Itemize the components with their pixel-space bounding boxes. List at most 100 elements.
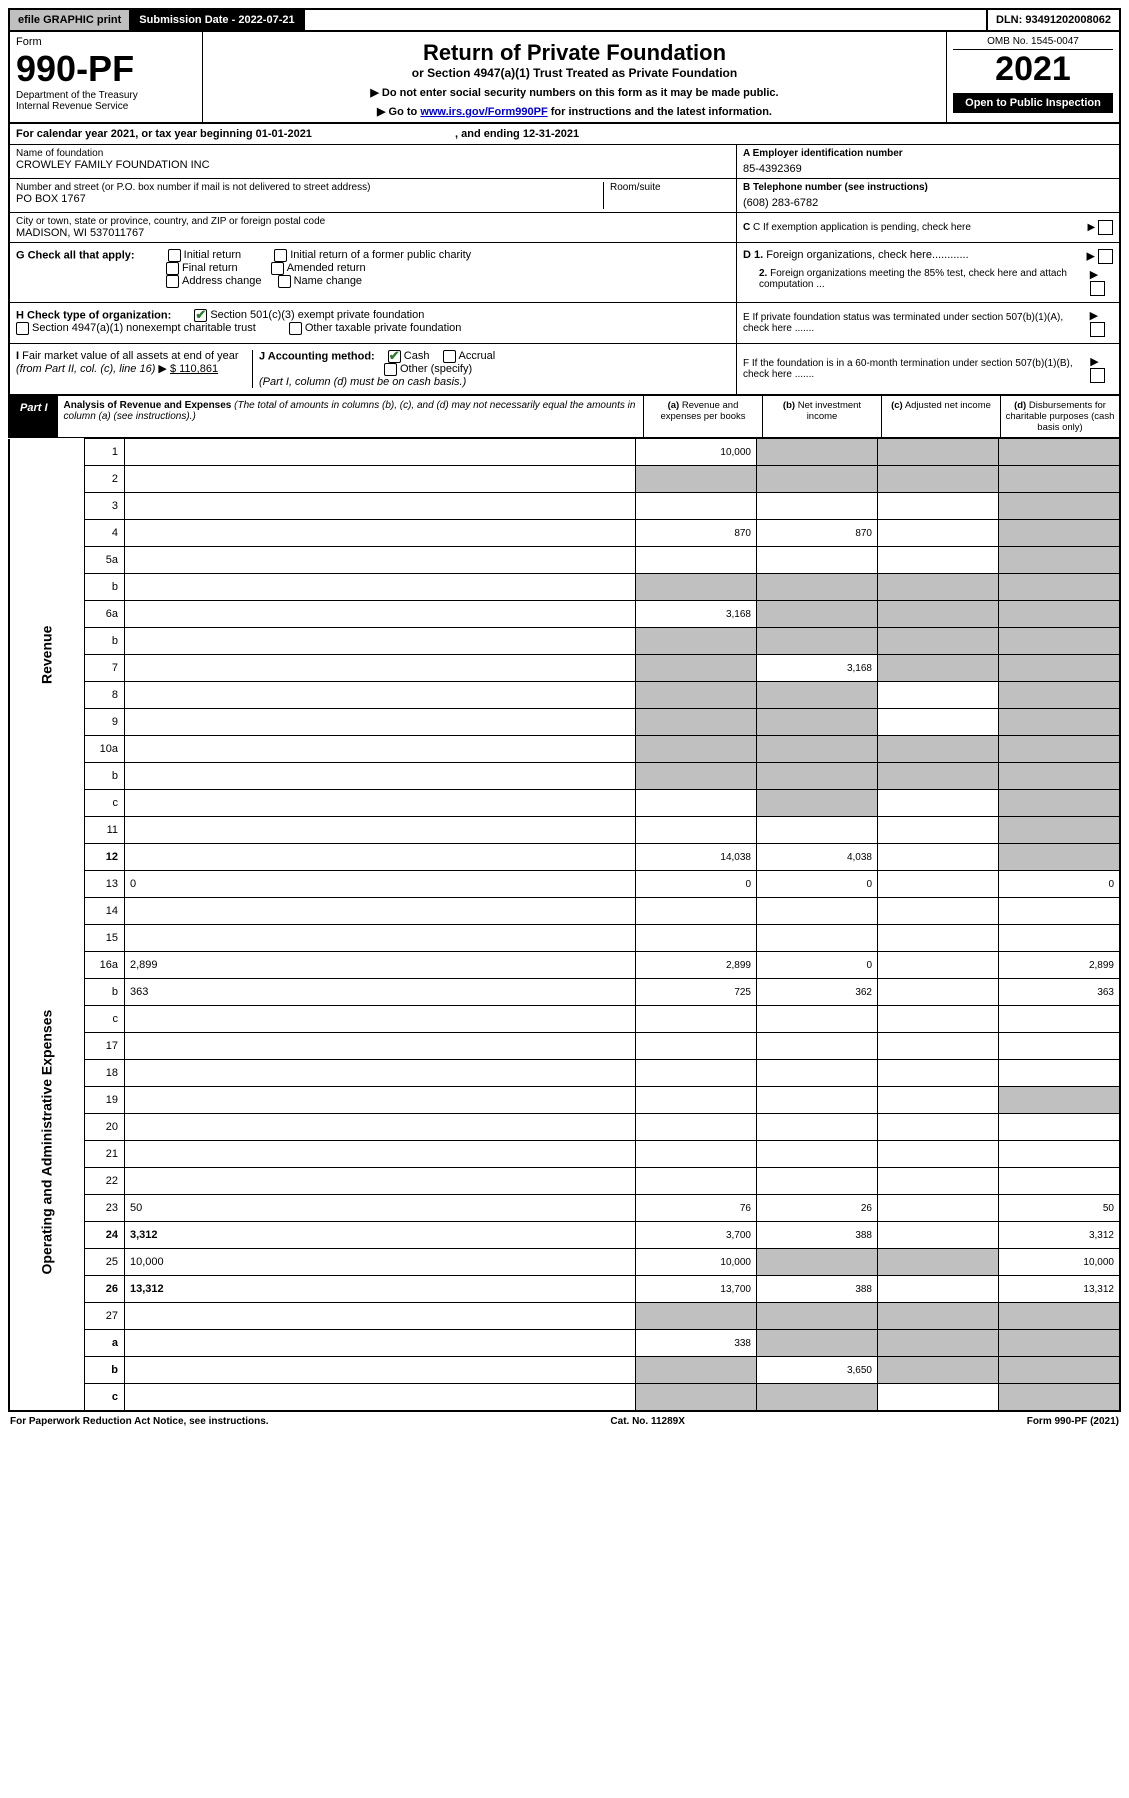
table-row: 73,168 (9, 655, 1120, 682)
amt-col-b (757, 682, 878, 709)
amt-col-a: 76 (636, 1195, 757, 1222)
amt-col-b (757, 1141, 878, 1168)
line-desc (125, 844, 636, 871)
amt-col-a (636, 763, 757, 790)
line-number: 6a (85, 601, 125, 628)
form-subtitle: or Section 4947(a)(1) Trust Treated as P… (209, 66, 940, 80)
amt-col-a (636, 1168, 757, 1195)
amt-col-c (878, 844, 999, 871)
line-desc (125, 790, 636, 817)
j-cash[interactable] (388, 350, 401, 363)
j-section: J Accounting method: Cash Accrual Other … (253, 350, 730, 388)
amt-col-a (636, 1006, 757, 1033)
h-501c3[interactable] (194, 309, 207, 322)
table-row: 15 (9, 925, 1120, 952)
foundation-name: CROWLEY FAMILY FOUNDATION INC (16, 159, 730, 171)
open-public: Open to Public Inspection (953, 93, 1113, 113)
j-other[interactable] (384, 363, 397, 376)
amt-col-c (878, 871, 999, 898)
header-left: Form 990-PF Department of the Treasury I… (10, 32, 203, 122)
header-right: OMB No. 1545-0047 2021 Open to Public In… (946, 32, 1119, 122)
part1-grid: Revenue110,0002348708705ab6a3,168b73,168… (8, 438, 1121, 1412)
amt-col-a: 2,899 (636, 952, 757, 979)
amt-col-b (757, 493, 878, 520)
street-address: PO BOX 1767 (16, 193, 603, 205)
line-desc (125, 1330, 636, 1357)
amt-col-b (757, 466, 878, 493)
line-number: 27 (85, 1303, 125, 1330)
amt-col-c (878, 952, 999, 979)
amt-col-d (999, 493, 1121, 520)
j-accrual[interactable] (443, 350, 456, 363)
f-checkbox[interactable] (1090, 368, 1105, 383)
amt-col-c (878, 1357, 999, 1384)
amt-col-a: 13,700 (636, 1276, 757, 1303)
line-number: 8 (85, 682, 125, 709)
d1-checkbox[interactable] (1098, 249, 1113, 264)
amt-col-d (999, 628, 1121, 655)
amt-col-d: 3,312 (999, 1222, 1121, 1249)
amt-col-c (878, 682, 999, 709)
fmv-value: $ 110,861 (170, 363, 218, 375)
line-desc (125, 763, 636, 790)
amt-col-c (878, 1222, 999, 1249)
d-section: D 1. Foreign organizations, check here..… (737, 243, 1119, 302)
line-desc (125, 547, 636, 574)
line-desc (125, 1384, 636, 1412)
amt-col-d (999, 466, 1121, 493)
amt-col-c (878, 1087, 999, 1114)
amt-col-d: 10,000 (999, 1249, 1121, 1276)
h-other-taxable[interactable] (289, 322, 302, 335)
page-footer: For Paperwork Reduction Act Notice, see … (8, 1412, 1121, 1431)
e-checkbox[interactable] (1090, 322, 1105, 337)
line-desc: 50 (125, 1195, 636, 1222)
side-expenses: Operating and Administrative Expenses (9, 871, 85, 1412)
efile-label: efile GRAPHIC print (10, 10, 131, 30)
line-number: a (85, 1330, 125, 1357)
amt-col-a (636, 1060, 757, 1087)
amt-col-a (636, 736, 757, 763)
table-row: 2613,31213,70038813,312 (9, 1276, 1120, 1303)
city-state-zip: MADISON, WI 537011767 (16, 227, 730, 239)
amt-col-d (999, 925, 1121, 952)
g-initial-return[interactable] (168, 249, 181, 262)
c-checkbox[interactable] (1098, 220, 1113, 235)
amt-col-a (636, 547, 757, 574)
ij-f-row: I Fair market value of all assets at end… (8, 344, 1121, 396)
amt-col-d (999, 547, 1121, 574)
amt-col-a (636, 1033, 757, 1060)
d2-checkbox[interactable] (1090, 281, 1105, 296)
table-row: 5a (9, 547, 1120, 574)
form990pf-link[interactable]: www.irs.gov/Form990PF (420, 106, 547, 118)
name-ein-row: Name of foundation CROWLEY FAMILY FOUNDA… (8, 145, 1121, 179)
table-row: 8 (9, 682, 1120, 709)
amt-col-d (999, 1330, 1121, 1357)
amt-col-a: 3,700 (636, 1222, 757, 1249)
amt-col-a (636, 655, 757, 682)
h-4947a1[interactable] (16, 322, 29, 335)
city-c-row: City or town, state or province, country… (8, 213, 1121, 243)
line-number: b (85, 574, 125, 601)
amt-col-c (878, 1330, 999, 1357)
g-initial-former[interactable] (274, 249, 287, 262)
amt-col-b (757, 1033, 878, 1060)
amt-col-d (999, 1168, 1121, 1195)
amt-col-a (636, 925, 757, 952)
submission-date: Submission Date - 2022-07-21 (131, 10, 304, 30)
table-row: 21 (9, 1141, 1120, 1168)
g-name-change[interactable] (278, 275, 291, 288)
g-final-return[interactable] (166, 262, 179, 275)
amt-col-a: 14,038 (636, 844, 757, 871)
amt-col-d (999, 898, 1121, 925)
amt-col-d: 50 (999, 1195, 1121, 1222)
amt-col-b: 3,168 (757, 655, 878, 682)
amt-col-d (999, 709, 1121, 736)
amt-col-b (757, 1168, 878, 1195)
g-amended-return[interactable] (271, 262, 284, 275)
table-row: 17 (9, 1033, 1120, 1060)
amt-col-d: 13,312 (999, 1276, 1121, 1303)
g-address-change[interactable] (166, 275, 179, 288)
line-number: 20 (85, 1114, 125, 1141)
line-number: 1 (85, 439, 125, 466)
c-pending: C C If exemption application is pending,… (737, 213, 1119, 242)
